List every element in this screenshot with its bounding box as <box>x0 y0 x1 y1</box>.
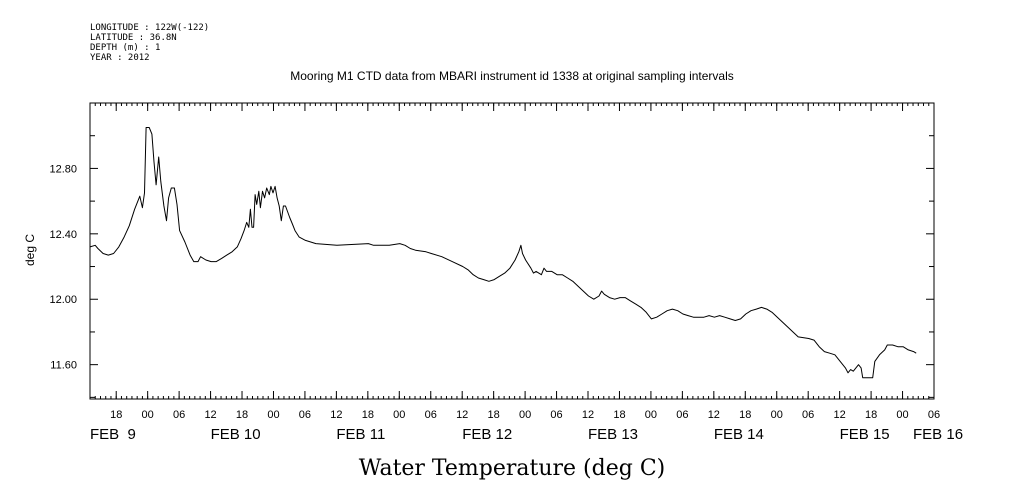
y-tick-label: 12.00 <box>49 294 77 306</box>
y-axis-title: deg C <box>23 234 37 266</box>
x-tick-label: 06 <box>550 409 562 421</box>
x-day-label: FEB 12 <box>462 426 512 443</box>
x-day-label: FEB 10 <box>211 426 261 443</box>
meta-latitude: LATITUDE : 36.8N <box>90 33 177 43</box>
series-layer <box>89 127 917 379</box>
x-tick-label: 00 <box>267 409 279 421</box>
x-tick-label: 12 <box>708 409 720 421</box>
x-tick-label: 00 <box>142 409 154 421</box>
y-tick-label: 12.80 <box>49 163 77 175</box>
x-tick-label: 12 <box>834 409 846 421</box>
x-day-label: FEB 15 <box>840 426 890 443</box>
x-tick-label: 12 <box>456 409 468 421</box>
x-tick-label: 12 <box>330 409 342 421</box>
chart-title: Mooring M1 CTD data from MBARI instrumen… <box>290 69 734 83</box>
x-tick-label: 18 <box>110 409 122 421</box>
x-tick-label: 18 <box>362 409 374 421</box>
x-tick-label: 06 <box>676 409 688 421</box>
x-tick-label: 18 <box>488 409 500 421</box>
minor-ticks <box>89 103 935 399</box>
x-day-label: FEB 9 <box>90 426 136 443</box>
meta-year: YEAR : 2012 <box>90 53 150 63</box>
meta-longitude: LONGITUDE : 122W(-122) <box>90 23 209 33</box>
x-day-label: FEB 13 <box>588 426 638 443</box>
x-tick-label: 00 <box>393 409 405 421</box>
x-tick-label: 12 <box>204 409 216 421</box>
x-tick-label: 06 <box>173 409 185 421</box>
x-tick-label: 06 <box>802 409 814 421</box>
x-tick-label: 12 <box>582 409 594 421</box>
x-tick-label: 06 <box>928 409 940 421</box>
y-tick-label: 12.40 <box>49 229 77 241</box>
meta-depth: DEPTH (m) : 1 <box>90 43 160 53</box>
x-axis-title: Water Temperature (deg C) <box>359 456 666 481</box>
x-tick-label: 06 <box>299 409 311 421</box>
x-tick-label: 00 <box>771 409 783 421</box>
x-tick-label: 18 <box>236 409 248 421</box>
x-tick-label: 06 <box>425 409 437 421</box>
x-tick-label: 18 <box>613 409 625 421</box>
y-tick-label: 11.60 <box>50 360 77 372</box>
y-axis: 11.60 12.00 12.40 12.80 <box>49 102 934 398</box>
x-tick-label: 00 <box>896 409 908 421</box>
x-axis: 18 00 06 12 18 00 06 12 18 00 06 12 18 00 06 12 18 00 06 12… <box>90 103 963 443</box>
temperature-series-line <box>89 127 917 379</box>
x-tick-label: 18 <box>739 409 751 421</box>
plot-frame <box>89 102 935 400</box>
x-tick-label: 18 <box>865 409 877 421</box>
header-meta: LONGITUDE : 122W(-122) LATITUDE : 36.8N … <box>90 23 209 63</box>
x-day-label: FEB 11 <box>336 426 385 443</box>
x-tick-label: 00 <box>645 409 657 421</box>
x-tick-label: 00 <box>519 409 531 421</box>
x-day-label: FEB 14 <box>714 426 764 443</box>
x-day-label: FEB 16 <box>913 426 963 443</box>
